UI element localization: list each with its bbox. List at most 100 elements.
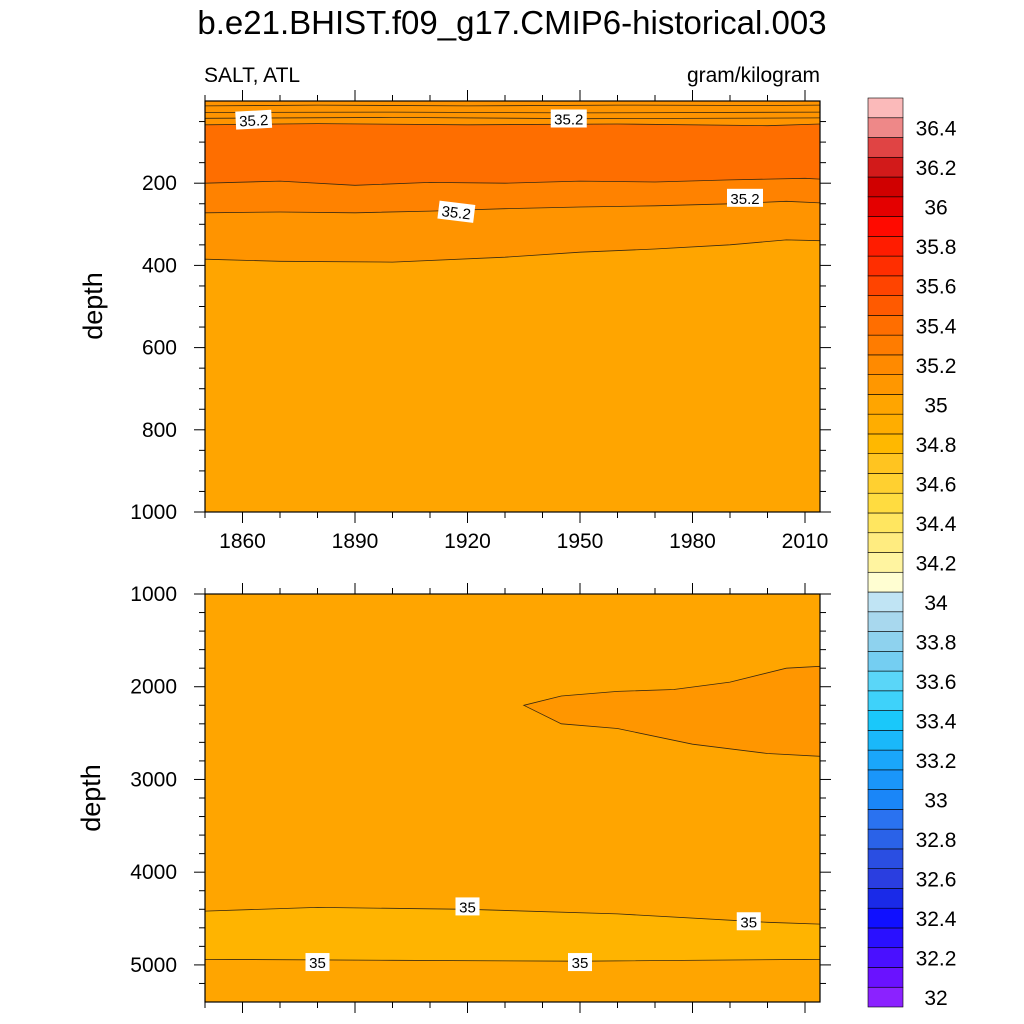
colorbar-label: 32 (924, 987, 947, 1010)
top-contour-line-3 (204, 123, 821, 127)
top-x-tick-label: 1950 (557, 530, 604, 553)
top-contour-label-2: 35.2 (437, 200, 476, 224)
colorbar-swatch-0 (867, 986, 904, 1008)
bottom-y-tick-label: 5000 (130, 954, 177, 977)
colorbar-swatch-43 (867, 137, 904, 158)
bottom-y-tick-label: 2000 (130, 676, 177, 699)
top-y-tick-label: 1000 (130, 501, 177, 524)
top-x-tick-label: 1980 (669, 530, 716, 553)
colorbar-swatch-30 (867, 394, 904, 415)
colorbar-swatch-12 (867, 749, 904, 771)
colorbar-swatch-34 (867, 315, 904, 336)
bottom-contour-label-1: 35 (736, 912, 761, 931)
colorbar-swatch-32 (867, 354, 904, 375)
top-contour-line-6 (204, 239, 821, 263)
colorbar-label: 33.2 (916, 750, 957, 773)
top-contour-label-3: 35.2 (727, 188, 763, 208)
colorbar-swatch-39 (867, 216, 904, 237)
colorbar-swatch-40 (867, 196, 904, 217)
units-label: gram/kilogram (687, 64, 820, 87)
colorbar-label: 34.8 (916, 434, 957, 457)
colorbar-label: 33.8 (916, 631, 957, 654)
top-contour-label-bg (550, 109, 587, 128)
colorbar-swatch-42 (867, 156, 904, 178)
bottom-contour-label-bg (305, 953, 330, 972)
colorbar-swatch-4 (867, 907, 904, 929)
colorbar-swatch-17 (867, 651, 904, 672)
top-contour-label-text: 35.2 (441, 203, 472, 223)
top-y-tick-label: 200 (142, 172, 177, 195)
top-y-axis-label: depth (78, 272, 108, 340)
colorbar-swatch-10 (867, 789, 904, 810)
colorbar-swatch-13 (867, 730, 904, 751)
top-band-3 (205, 201, 820, 263)
bottom-contour-label-text: 35 (572, 955, 589, 972)
colorbar-label: 33 (924, 790, 947, 813)
colorbar-swatch-29 (867, 413, 904, 435)
colorbar-swatch-33 (867, 334, 904, 356)
bottom-y-tick-label: 1000 (130, 583, 177, 606)
colorbar-swatch-35 (867, 295, 904, 316)
colorbar-swatch-28 (867, 433, 904, 454)
colorbar-label: 32.4 (916, 908, 957, 931)
colorbar-swatch-2 (867, 947, 904, 968)
bottom-contour-label-bg (568, 953, 592, 972)
colorbar-swatch-37 (867, 255, 904, 277)
colorbar-swatch-41 (867, 176, 904, 198)
colorbar-swatch-27 (867, 453, 904, 474)
colorbar-swatch-18 (867, 631, 904, 652)
colorbar-swatch-15 (867, 690, 904, 711)
colorbar-label: 34.6 (916, 473, 957, 496)
colorbar-label: 35.8 (916, 236, 957, 259)
top-contour-line-0 (204, 104, 821, 107)
top-contour-label-1: 35.2 (550, 109, 587, 128)
colorbar-label: 33.6 (916, 671, 957, 694)
top-contour-label-bg (437, 200, 476, 223)
bottom-contour-label-bg (736, 912, 761, 931)
colorbar-swatch-45 (867, 97, 904, 119)
bottom-panel: 35 35 35 35 1000 2000 3000 4000 5000 (130, 583, 831, 1013)
colorbar-label: 32.8 (916, 829, 957, 852)
colorbar-swatch-6 (867, 868, 904, 889)
colorbar-label: 35 (924, 394, 947, 417)
colorbar-label: 34 (924, 592, 948, 615)
top-x-tick-label: 1920 (444, 530, 491, 553)
colorbar-swatch-19 (867, 611, 904, 632)
variable-label: SALT, ATL (204, 64, 300, 87)
chart-title: b.e21.BHIST.f09_g17.CMIP6-historical.003 (197, 4, 826, 41)
colorbar-swatch-3 (867, 927, 904, 949)
top-band-0 (205, 101, 820, 126)
top-contour-label-0: 35.2 (235, 109, 273, 131)
colorbar: 32 32.2 32.4 32.6 32.8 33 33.2 33.4 33.6 33.8 34 34… (867, 97, 957, 1010)
top-contour-line-4 (204, 177, 821, 186)
colorbar-swatch-20 (867, 591, 904, 613)
top-x-tick-label: 2010 (782, 530, 829, 553)
bottom-contour-label-text: 35 (459, 899, 476, 916)
colorbar-label: 35.2 (916, 355, 957, 378)
top-contour-label-bg (727, 188, 763, 207)
colorbar-swatch-9 (867, 809, 904, 830)
bottom-contour-label-3: 35 (568, 953, 592, 972)
colorbar-label: 36 (924, 197, 947, 220)
colorbar-label: 35.4 (916, 315, 957, 338)
colorbar-label: 34.4 (916, 513, 957, 536)
top-band-1 (205, 123, 820, 186)
bottom-contour-label-text: 35 (740, 914, 757, 931)
colorbar-swatch-44 (867, 117, 904, 138)
bottom-y-tick-label: 4000 (130, 861, 177, 884)
top-y-tick-label: 400 (142, 254, 177, 277)
colorbar-swatch-36 (867, 275, 904, 296)
colorbar-label: 33.4 (916, 710, 957, 733)
colorbar-swatch-38 (867, 236, 904, 257)
top-contour-line-2 (204, 116, 821, 120)
top-contour-line-1 (204, 111, 821, 114)
colorbar-swatch-21 (867, 571, 904, 593)
colorbar-swatch-31 (867, 374, 904, 395)
colorbar-swatch-26 (867, 473, 904, 494)
colorbar-swatch-5 (867, 888, 904, 909)
colorbar-swatch-24 (867, 512, 904, 534)
top-y-tick-label: 800 (142, 419, 177, 442)
top-contour-label-text: 35.2 (239, 112, 269, 131)
colorbar-swatch-1 (867, 967, 904, 988)
top-x-tick-label: 1890 (332, 530, 379, 553)
